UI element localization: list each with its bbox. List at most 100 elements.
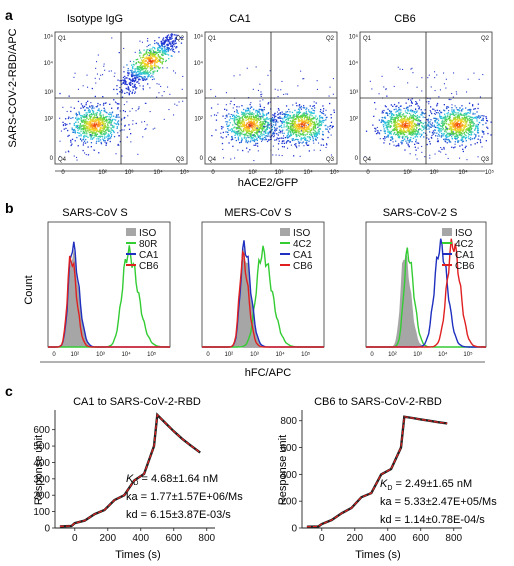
scatter-point <box>249 124 251 126</box>
scatter-point <box>479 116 482 119</box>
scatter-point <box>84 128 87 130</box>
scatter-point <box>252 125 254 128</box>
scatter-point <box>470 130 472 132</box>
scatter-point <box>300 139 302 141</box>
scatter-point <box>433 117 435 119</box>
scatter-point <box>76 156 78 158</box>
scatter-point <box>254 119 257 122</box>
scatter-point <box>394 120 396 122</box>
scatter-point <box>152 52 154 54</box>
scatter-point <box>76 119 78 121</box>
scatter-point <box>94 125 96 127</box>
scatter-point <box>179 37 182 39</box>
scatter-point <box>463 112 465 115</box>
scatter-point <box>102 117 104 119</box>
scatter-point <box>409 130 411 132</box>
scatter-point <box>461 119 463 121</box>
scatter-point <box>220 126 223 128</box>
scatter-point <box>458 131 460 133</box>
scatter-point <box>421 151 423 153</box>
scatter-point <box>294 120 296 123</box>
scatter-point <box>147 63 149 65</box>
scatter-point <box>421 90 423 92</box>
y-tick-label: 200 <box>33 491 50 502</box>
scatter-point <box>79 124 82 126</box>
panel-a-label: a <box>5 7 13 23</box>
scatter-point <box>264 132 267 134</box>
scatter-point <box>309 122 312 124</box>
scatter-point <box>320 117 322 119</box>
scatter-point <box>426 134 428 136</box>
scatter-point <box>375 128 377 130</box>
scatter-point <box>84 109 86 111</box>
scatter-point <box>221 142 224 145</box>
scatter-point <box>463 117 465 119</box>
scatter-point <box>297 128 299 130</box>
scatter-point <box>168 58 170 60</box>
scatter-point <box>145 78 148 80</box>
scatter-point <box>77 126 79 128</box>
scatter-point <box>314 127 317 129</box>
scatter-point <box>226 116 228 118</box>
scatter-point <box>391 115 393 117</box>
scatter-point <box>84 142 87 144</box>
scatter-point <box>90 136 92 139</box>
scatter-point <box>271 130 273 132</box>
panel-a-ylabel: SARS-COV-2-RBD/APC <box>7 28 19 147</box>
scatter-point <box>98 140 100 142</box>
scatter-point <box>266 116 268 119</box>
scatter-point <box>477 128 479 130</box>
scatter-point <box>449 123 452 125</box>
scatter-point <box>105 133 107 135</box>
scatter-point <box>259 121 262 123</box>
scatter-point <box>437 118 439 120</box>
scatter-point <box>437 127 440 129</box>
scatter-point <box>239 74 241 76</box>
scatter-point <box>291 122 293 124</box>
scatter-point <box>458 116 460 119</box>
scatter-point <box>432 108 434 110</box>
scatter-point <box>120 80 123 82</box>
scatter-point <box>317 130 319 132</box>
scatter-point <box>140 52 142 54</box>
scatter-point <box>146 124 148 126</box>
scatter-point <box>383 109 385 112</box>
scatter-point <box>402 125 404 128</box>
scatter-point <box>134 79 137 82</box>
scatter-point <box>301 125 303 127</box>
scatter-point <box>404 126 406 128</box>
scatter-point <box>315 119 318 121</box>
scatter-point <box>126 101 128 103</box>
scatter-point <box>306 107 308 109</box>
scatter-point <box>384 130 387 132</box>
x-tick-label: 600 <box>165 533 182 544</box>
scatter-point <box>84 130 86 132</box>
kd-equilibrium-text: KD = 2.49±1.65 nM <box>380 478 472 492</box>
scatter-point <box>474 129 476 131</box>
scatter-point <box>237 138 240 140</box>
scatter-point <box>481 130 483 132</box>
scatter-point <box>138 52 141 54</box>
scatter-point <box>90 134 92 136</box>
scatter-point <box>121 90 124 92</box>
scatter-point <box>249 125 251 127</box>
scatter-point <box>233 75 235 77</box>
scatter-point <box>389 110 391 113</box>
scatter-point <box>447 106 450 108</box>
scatter-point <box>481 136 483 138</box>
x-tick-label: 0 <box>211 170 215 176</box>
scatter-point <box>390 110 393 113</box>
scatter-point <box>407 137 409 139</box>
scatter-point <box>427 123 429 125</box>
scatter-point <box>87 100 89 102</box>
scatter-point <box>398 113 400 115</box>
scatter-point <box>230 114 232 116</box>
scatter-point <box>100 129 102 131</box>
scatter-point <box>391 114 393 116</box>
scatter-point <box>282 120 284 122</box>
scatter-point <box>441 148 443 150</box>
scatter-point <box>80 138 82 140</box>
scatter-point <box>151 55 154 57</box>
scatter-point <box>108 136 110 138</box>
scatter-point <box>458 123 460 125</box>
